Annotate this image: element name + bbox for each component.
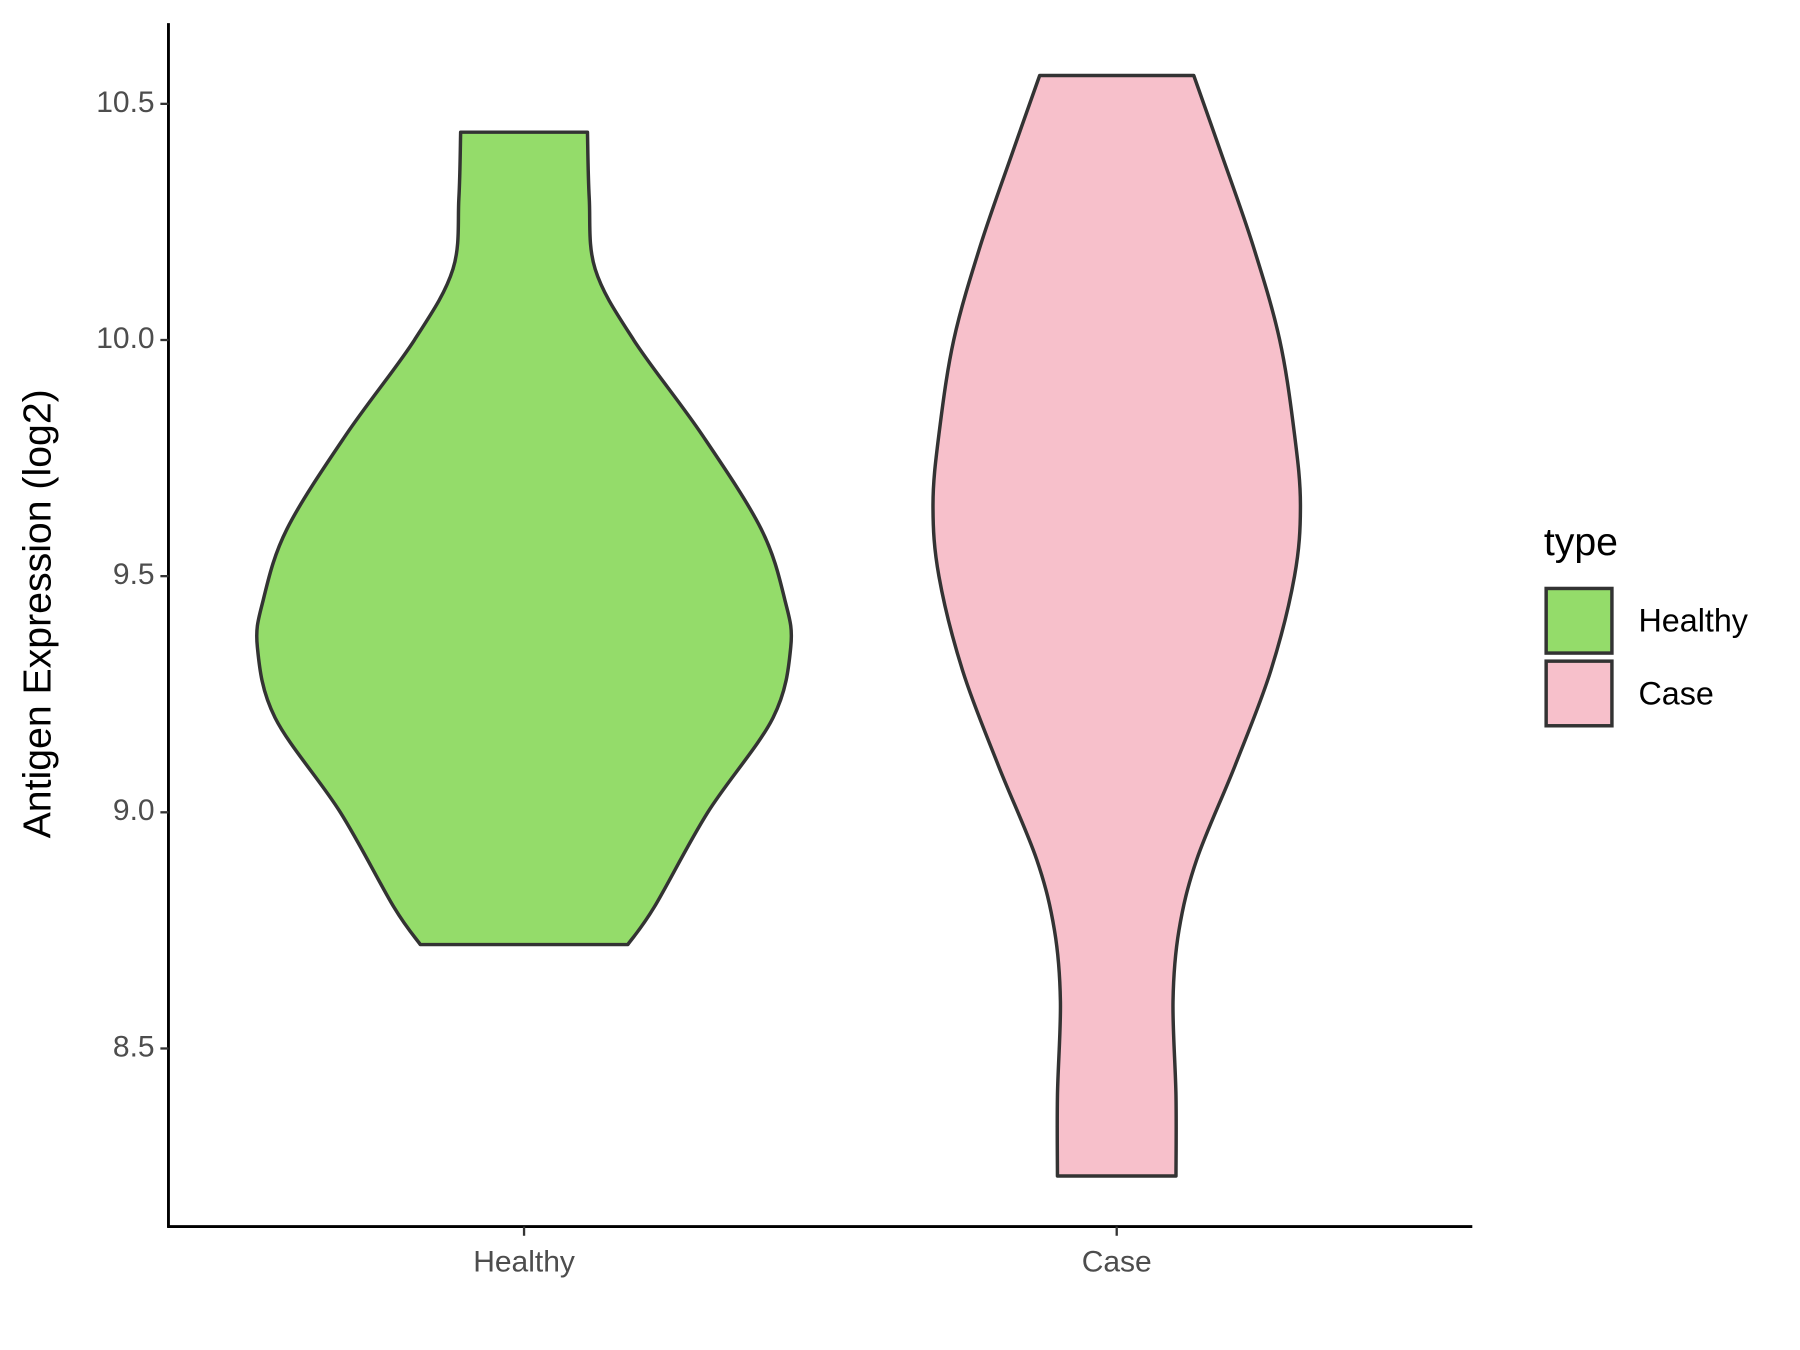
legend-label: Case <box>1638 675 1713 711</box>
x-tick-label: Case <box>1082 1245 1152 1278</box>
y-tick-label: 10.0 <box>96 322 154 355</box>
legend-label: Healthy <box>1638 603 1748 639</box>
legend-key <box>1544 586 1614 655</box>
violin <box>255 130 794 947</box>
y-axis-title: Antigen Expression (log2) <box>16 389 60 838</box>
y-tick-label: 8.5 <box>113 1030 155 1063</box>
y-tick-label: 9.0 <box>113 794 155 827</box>
legend-key <box>1544 659 1614 728</box>
violin <box>931 73 1303 1178</box>
x-tick-label: Healthy <box>473 1245 575 1278</box>
y-tick-label: 10.5 <box>96 86 154 119</box>
legend-title: type <box>1544 520 1618 564</box>
y-tick-label: 9.5 <box>113 558 155 591</box>
